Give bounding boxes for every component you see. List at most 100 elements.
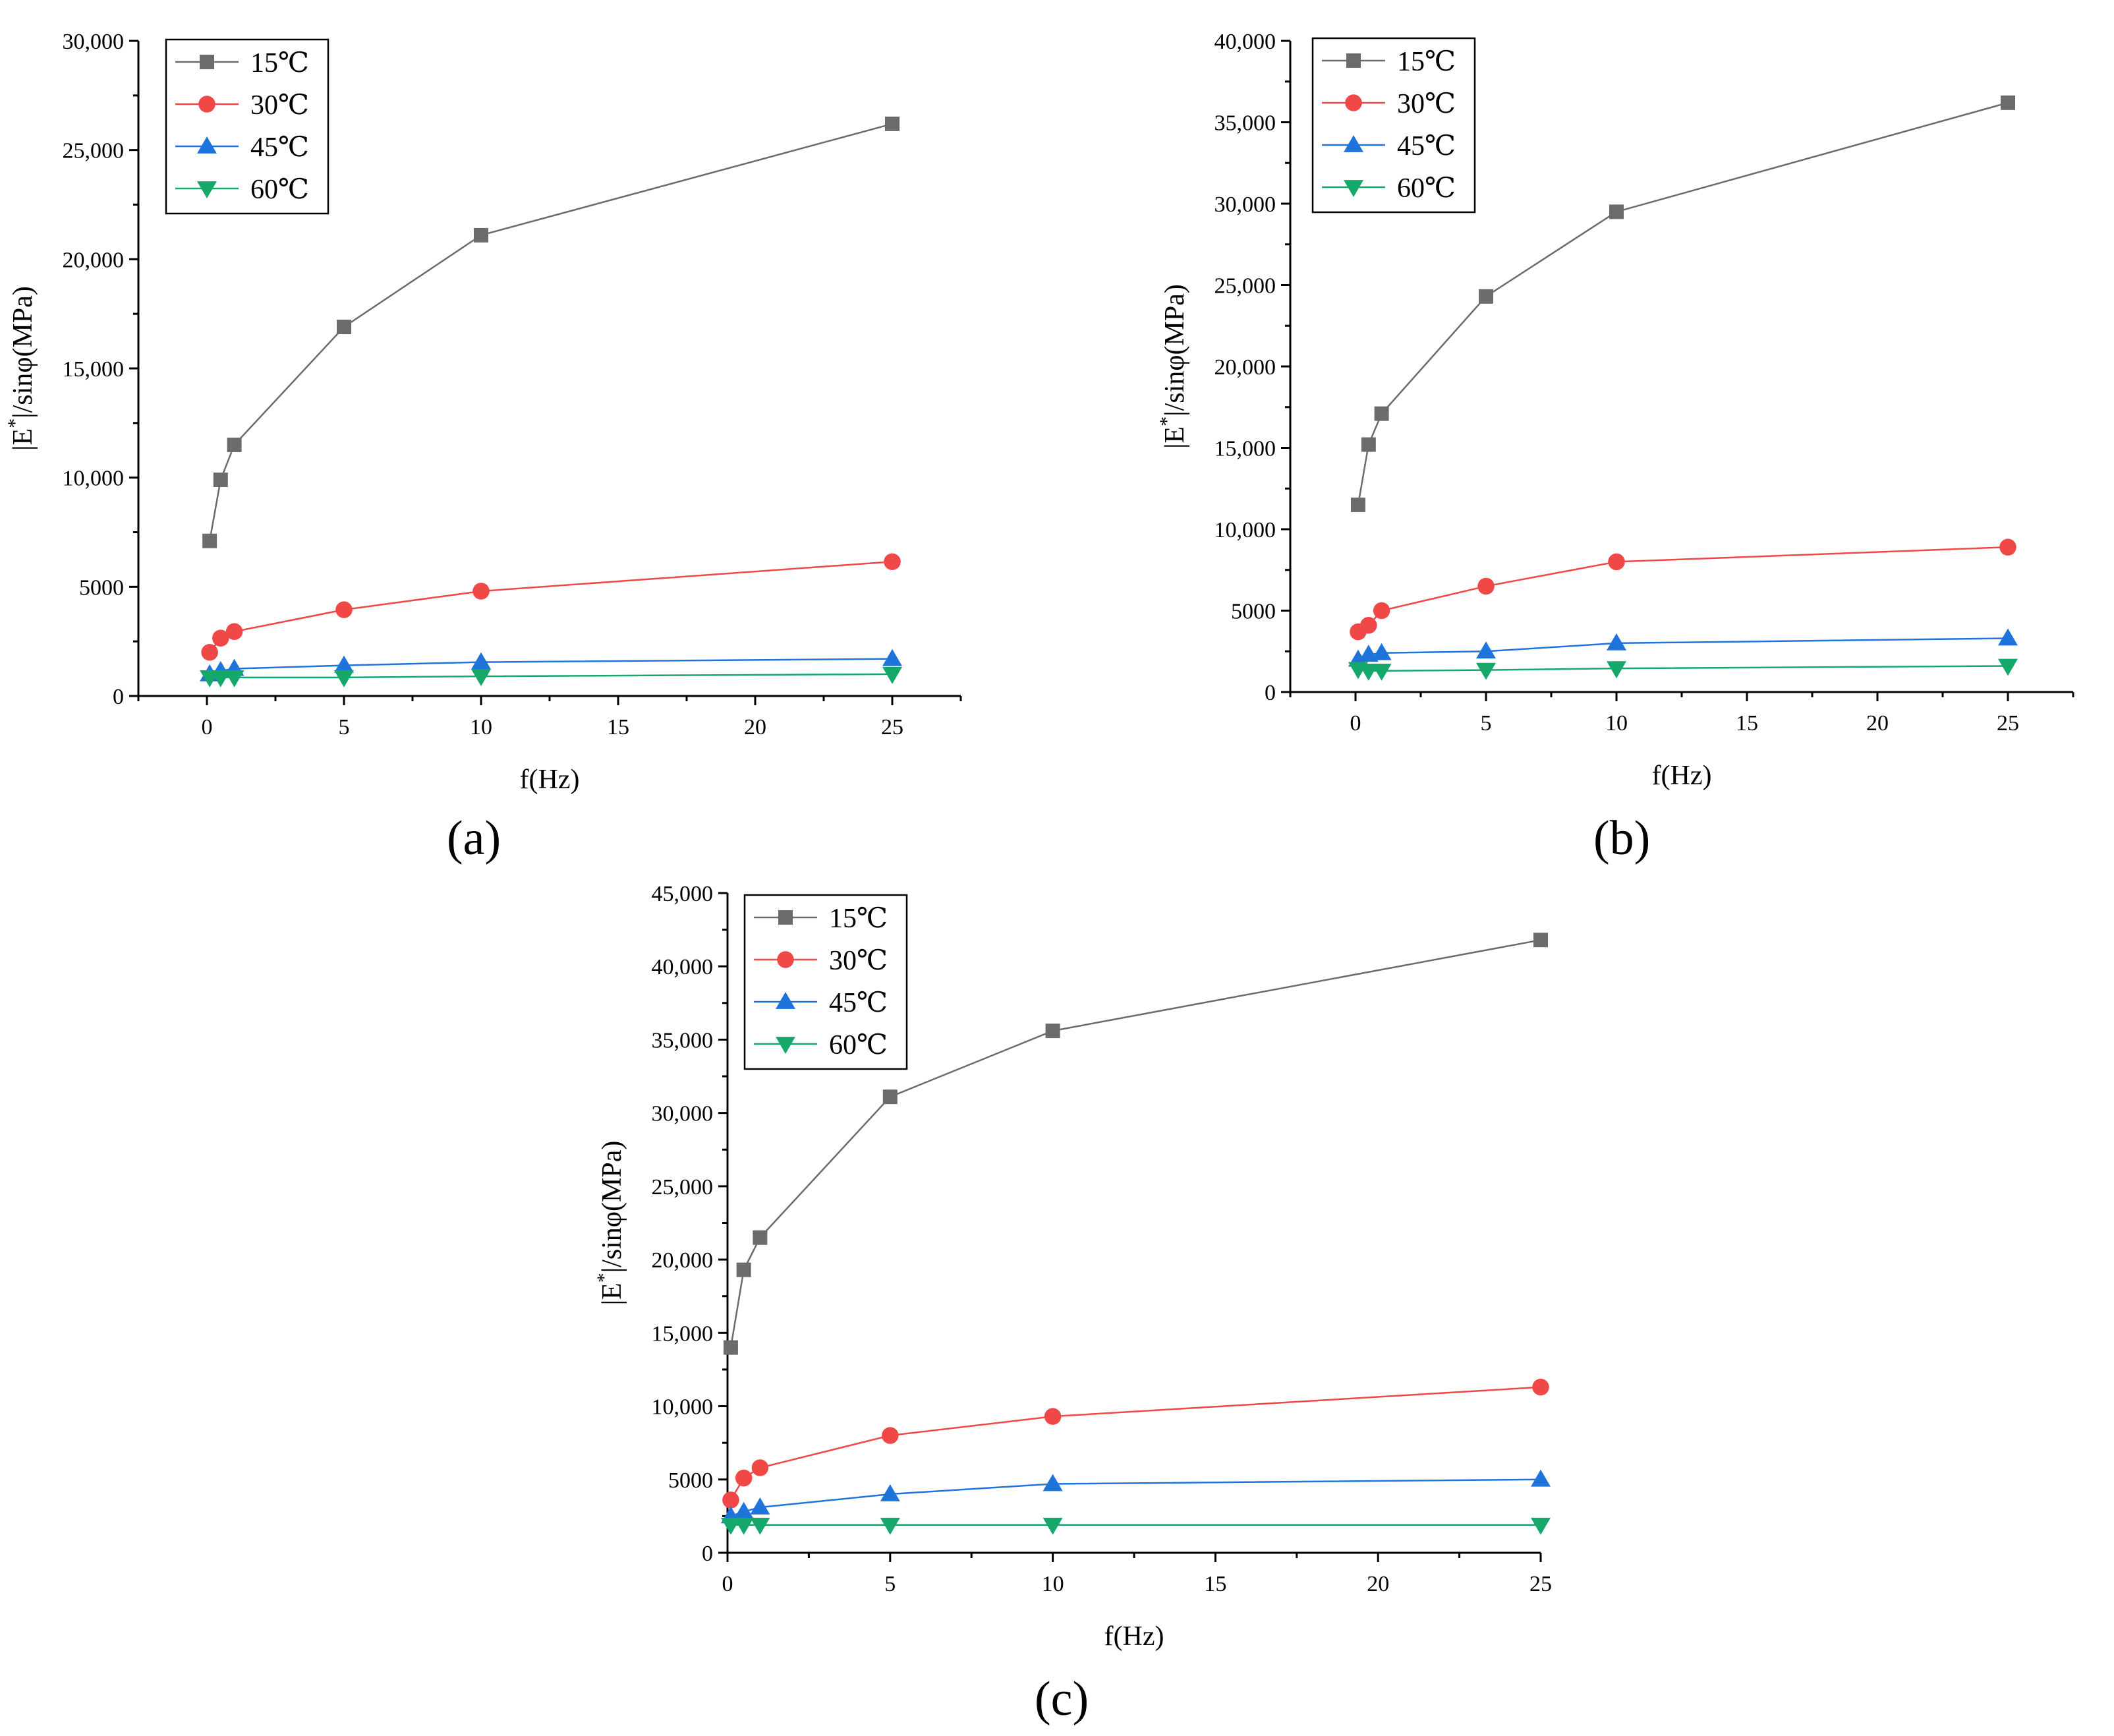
y-tick-label: 30,000	[63, 30, 125, 54]
series-line-45C	[209, 658, 893, 676]
series-line-15C	[729, 939, 1541, 1348]
x-tick-label: 10	[1605, 711, 1628, 736]
y-tick-label: 0	[113, 685, 124, 709]
data-point-30C	[335, 601, 353, 618]
y-tick-label: 35,000	[652, 1028, 714, 1053]
data-point-30C	[882, 1427, 899, 1444]
legend-box	[1311, 37, 1476, 214]
x-tick-label: 20	[1866, 711, 1889, 736]
y-tick-label: 20,000	[63, 248, 125, 272]
legend-label-60C: 60℃	[1397, 173, 1456, 204]
data-point-45C	[1371, 643, 1392, 660]
legend-label-30C: 30℃	[250, 90, 309, 121]
y-tick-label: 5000	[668, 1468, 713, 1493]
data-point-60C	[750, 1517, 770, 1535]
x-axis-label: f(Hz)	[1104, 1621, 1164, 1652]
y-tick-label: 10,000	[63, 467, 125, 491]
legend-label-30C: 30℃	[1397, 89, 1456, 119]
y-tick-label: 10,000	[652, 1395, 714, 1420]
series-line-45C	[1357, 637, 2009, 660]
data-point-30C	[1360, 616, 1377, 634]
x-tick-label: 0	[1350, 711, 1361, 736]
y-tick-label: 15,000	[652, 1321, 714, 1346]
data-point-30C	[1532, 1378, 1549, 1396]
series-line-30C	[209, 560, 893, 653]
panel-label-b: (b)	[1593, 811, 1651, 865]
data-point-15C	[753, 1230, 768, 1245]
data-point-30C	[1608, 553, 1625, 571]
data-point-15C	[202, 533, 217, 548]
y-axis-label: |E*|/sinφ(MPa)	[593, 1141, 628, 1306]
legend-label-15C: 15℃	[1397, 47, 1456, 77]
x-tick-label: 0	[722, 1572, 733, 1596]
data-point-60C	[733, 1517, 754, 1535]
y-tick-label: 10,000	[1214, 518, 1276, 542]
y-tick-label: 5000	[1231, 600, 1276, 624]
data-point-30C	[735, 1469, 753, 1487]
legend-label-15C: 15℃	[250, 48, 309, 78]
data-point-30C	[201, 643, 218, 661]
data-point-60C	[1358, 664, 1379, 681]
y-tick-label: 30,000	[652, 1102, 714, 1126]
data-point-60C	[224, 670, 244, 687]
x-tick-label: 5	[1481, 711, 1492, 736]
x-axis-label: f(Hz)	[1652, 761, 1712, 791]
data-point-45C	[1606, 633, 1627, 651]
data-point-15C	[337, 320, 351, 335]
legend-label-45C: 45℃	[250, 132, 309, 163]
y-axis-label: |E*|/sinφ(MPa)	[1156, 284, 1191, 449]
data-point-45C	[733, 1501, 754, 1519]
data-point-60C	[1997, 658, 2018, 676]
series-line-30C	[1357, 546, 2009, 633]
y-tick-label: 45,000	[652, 882, 714, 906]
legend-marker-15C	[1346, 53, 1361, 68]
x-tick-label: 0	[202, 715, 213, 739]
x-tick-label: 15	[1204, 1572, 1226, 1596]
data-point-15C	[1361, 437, 1376, 452]
data-point-60C	[882, 666, 903, 684]
panel-label-a: (a)	[447, 811, 501, 865]
legend-label-45C: 45℃	[1397, 131, 1456, 161]
x-axis-label: f(Hz)	[520, 765, 580, 795]
legend-marker-30C	[1345, 94, 1362, 111]
data-point-60C	[1606, 661, 1627, 679]
data-point-30C	[1373, 602, 1390, 620]
data-point-45C	[750, 1497, 770, 1515]
y-tick-label: 0	[1265, 681, 1276, 705]
data-point-15C	[1374, 406, 1389, 421]
y-tick-label: 25,000	[1214, 274, 1276, 299]
x-tick-label: 20	[744, 715, 766, 739]
x-tick-label: 25	[881, 715, 903, 739]
data-point-60C	[333, 670, 355, 687]
data-point-30C	[212, 629, 229, 647]
legend-marker-45C	[1343, 134, 1364, 152]
series-line-15C	[1357, 101, 2009, 506]
legend-marker-45C	[775, 991, 796, 1009]
x-tick-label: 5	[339, 715, 350, 739]
series-line-45C	[730, 1478, 1541, 1517]
x-tick-label: 15	[607, 715, 629, 739]
data-point-15C	[736, 1262, 751, 1277]
y-axis-label: |E*|/sinφ(MPa)	[4, 286, 39, 451]
data-point-15C	[474, 227, 488, 243]
legend-marker-15C	[778, 910, 793, 925]
x-tick-label: 10	[470, 715, 492, 739]
y-tick-label: 15,000	[1214, 437, 1276, 461]
y-tick-label: 20,000	[652, 1248, 714, 1273]
legend-label-60C: 60℃	[829, 1030, 888, 1060]
data-point-60C	[1371, 664, 1392, 681]
x-tick-label: 10	[1042, 1572, 1064, 1596]
data-point-60C	[1475, 662, 1497, 680]
data-point-30C	[884, 553, 901, 570]
series-line-60C	[210, 673, 893, 679]
data-point-45C	[1475, 641, 1497, 659]
data-point-30C	[1477, 577, 1495, 595]
legend-label-30C: 30℃	[829, 946, 888, 976]
chart-c: 0 5000 10,000 15,000 20,000 25,000 30,000 35,00…	[593, 882, 1553, 1652]
data-point-45C	[882, 649, 903, 666]
x-tick-label: 25	[1997, 711, 2019, 736]
legend-box	[743, 894, 908, 1070]
legend-label-60C: 60℃	[250, 175, 309, 205]
data-point-15C	[1533, 933, 1548, 948]
